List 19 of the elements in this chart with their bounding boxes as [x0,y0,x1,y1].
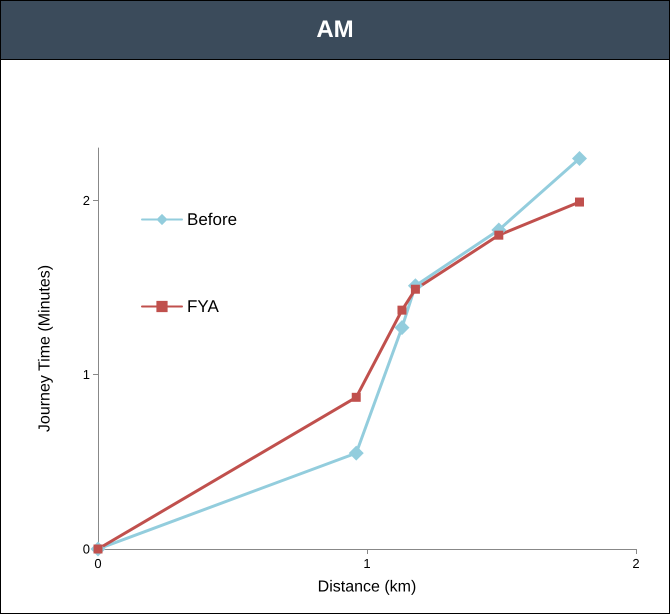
y-axis-title: Journey Time (Minutes) [36,264,54,432]
legend-label: FYA [187,297,220,316]
point [572,150,588,166]
point [348,446,364,461]
point [575,198,584,207]
point [352,392,361,402]
point [394,320,410,336]
point [410,284,420,294]
point [397,306,406,315]
y-tick-label: 2 [82,192,90,208]
x-tick-label: 0 [94,556,102,571]
y-tick-label: 0 [82,542,90,556]
x-tick-label: 2 [632,556,640,571]
x-axis-title: Distance (km) [318,578,416,596]
y-tick-label: 1 [82,367,90,382]
point [494,230,504,240]
chart-title: AM [1,1,669,60]
legend-label: Before [187,210,238,229]
x-tick-label: 1 [363,556,371,571]
